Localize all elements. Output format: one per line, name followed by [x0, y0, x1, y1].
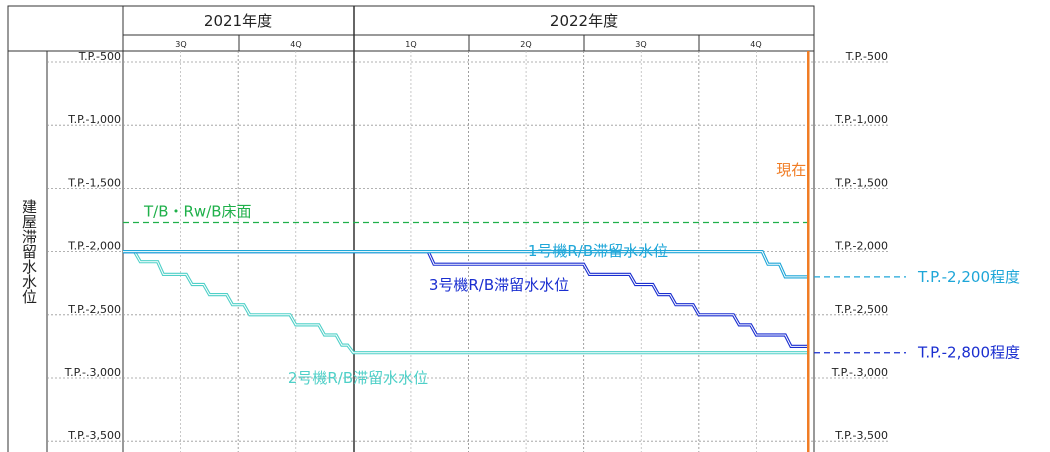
- series-line-unit3: [123, 250, 809, 348]
- y-axis-title: 建屋滞留水水位: [20, 199, 38, 304]
- header-year-2021: 2021年度: [204, 12, 272, 30]
- series-line-unit1-core: [123, 251, 809, 278]
- header-year-2022: 2022年度: [550, 12, 618, 30]
- y-tick-label-left: T.P.-3,500: [67, 429, 121, 442]
- header-quarter: 1Q: [405, 40, 416, 49]
- current-date-label: 現在: [776, 161, 806, 179]
- callout-label: T.P.-2,200程度: [917, 268, 1020, 286]
- y-tick-label-left: T.P.-2,000: [67, 240, 121, 253]
- y-tick-label-right: T.P.-2,500: [834, 303, 888, 316]
- series: [123, 250, 809, 355]
- series-line-unit2: [123, 250, 809, 355]
- series-label: 3号機R/B滞留水水位: [429, 276, 569, 294]
- y-tick-label-right: T.P.-.3,000: [831, 366, 888, 379]
- y-tick-label-left: T.P.-1,000: [67, 113, 121, 126]
- y-tick-label-right: T.P.-2,000: [834, 240, 888, 253]
- header-quarter: 3Q: [175, 40, 186, 49]
- series-label: 2号機R/B滞留水水位: [288, 369, 428, 387]
- series-line-unit3-core: [123, 251, 809, 347]
- header-quarter: 4Q: [750, 40, 761, 49]
- series-label: 1号機R/B滞留水水位: [528, 242, 668, 260]
- chart-header: 2021年度 2022年度 3Q 4Q 1Q 2Q 3Q 4Q: [7, 5, 815, 52]
- header-quarter: 4Q: [290, 40, 301, 49]
- y-tick-label-right: T.P.-500: [845, 50, 888, 63]
- y-tick-label-left: T.P.-.3,000: [64, 366, 121, 379]
- y-tick-label-left: T.P.-500: [78, 50, 121, 63]
- callout-label: T.P.-2,800程度: [917, 344, 1020, 362]
- y-tick-label-right: T.P.-1,000: [834, 113, 888, 126]
- header-quarter: 3Q: [635, 40, 646, 49]
- series-line-unit2-core: [123, 251, 809, 354]
- floor-level-label: T/B・Rw/B床面: [143, 203, 252, 221]
- y-tick-label-right: T.P.-1,500: [834, 176, 888, 189]
- y-tick-label-left: T.P.-2,500: [67, 303, 121, 316]
- header-quarter: 2Q: [520, 40, 531, 49]
- y-ticks: T.P.-500 T.P.-500 T.P.-1,000 T.P.-1,000 T.P.…: [64, 50, 888, 442]
- y-tick-label-left: T.P.-1,500: [67, 176, 121, 189]
- y-tick-label-right: T.P.-3,500: [834, 429, 888, 442]
- annotations: T/B・Rw/B床面 1号機R/B滞留水水位 3号機R/B滞留水水位 2号機R/B滞留…: [123, 51, 1020, 452]
